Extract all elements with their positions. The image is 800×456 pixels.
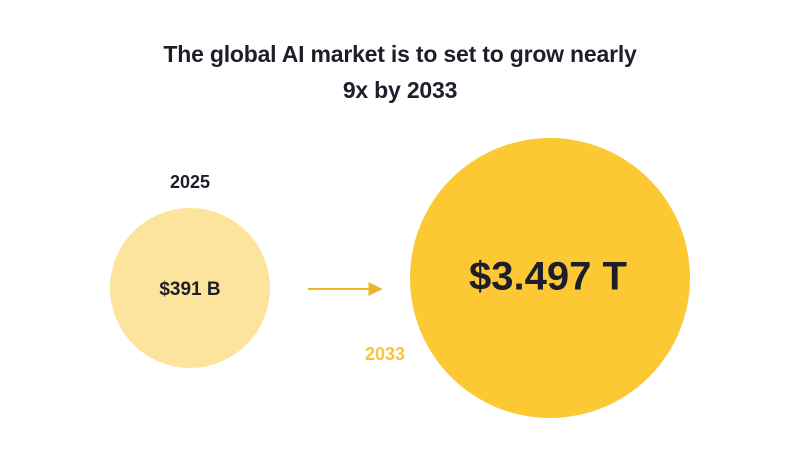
value-label: $3.497 T	[469, 255, 627, 299]
year-label: 2033	[365, 344, 405, 364]
title: The global AI market is to set to grow n…	[163, 41, 637, 103]
circle-2033	[410, 138, 690, 418]
circle-2025	[110, 208, 270, 368]
year-label: 2025	[170, 172, 210, 192]
value-label: $391 B	[159, 279, 220, 300]
